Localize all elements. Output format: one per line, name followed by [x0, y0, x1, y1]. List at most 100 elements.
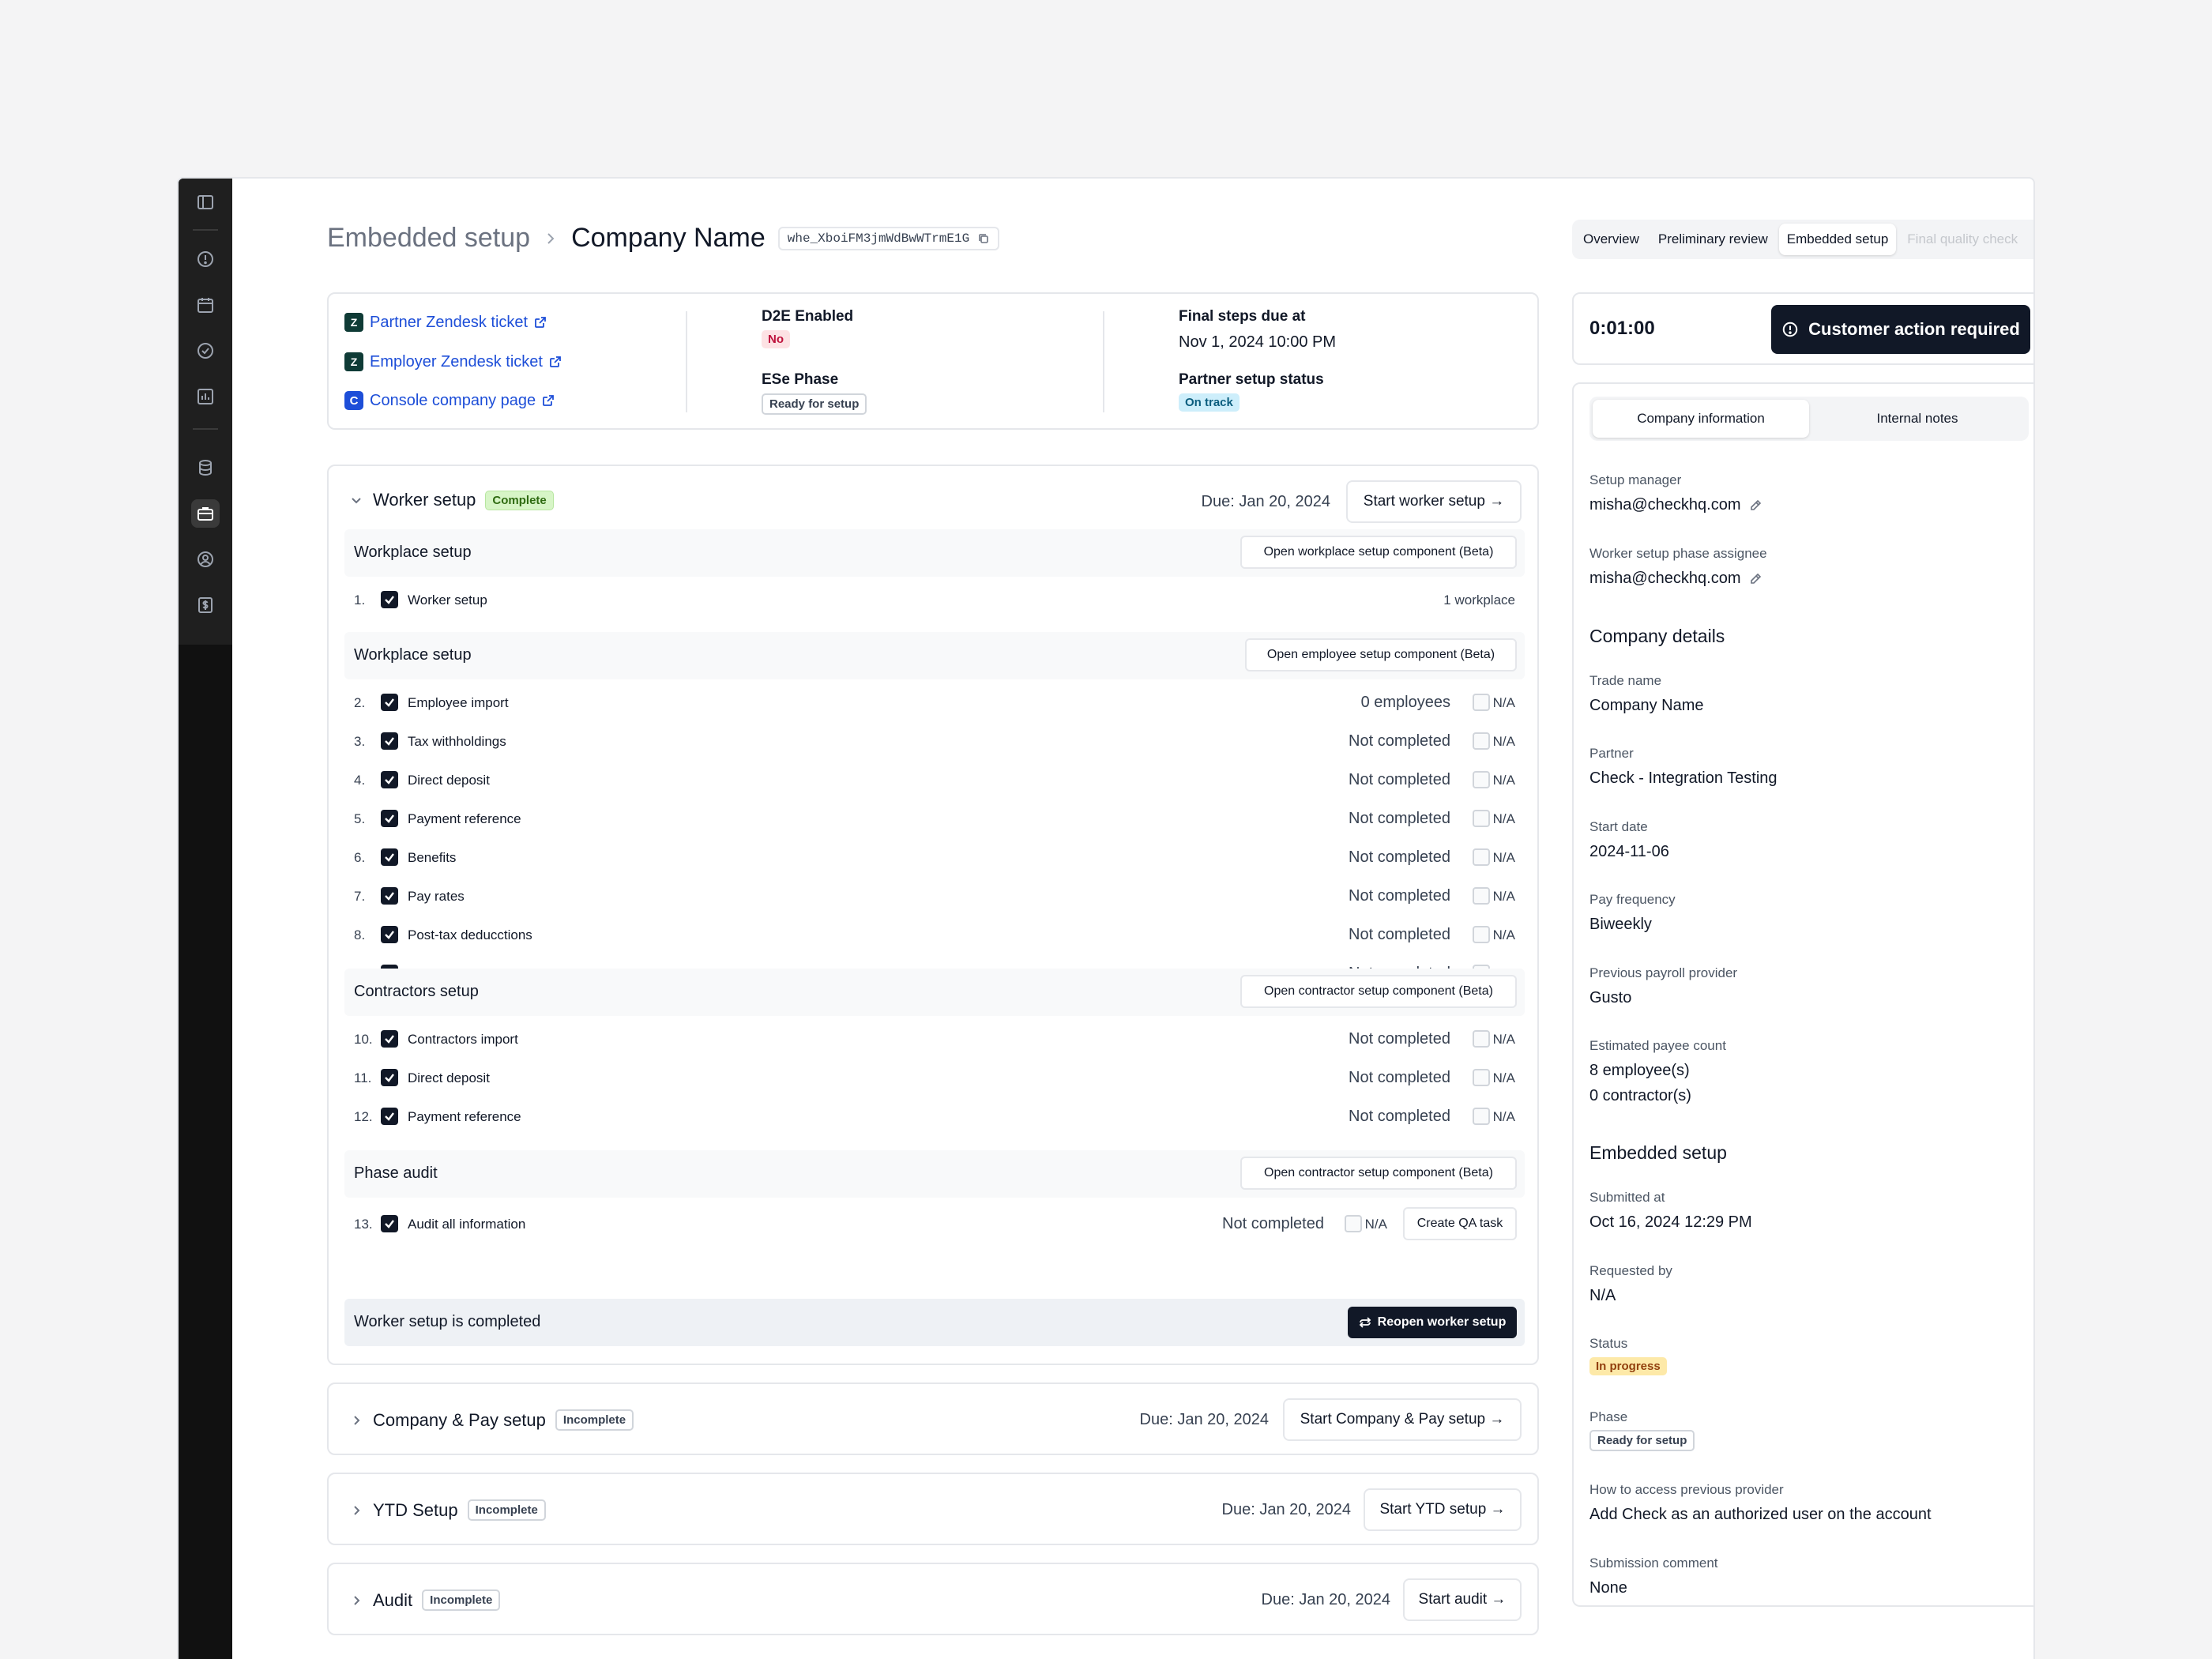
item-label: Audit all information [408, 1217, 526, 1232]
open-workplace-component-button[interactable]: Open workplace setup component (Beta) [1240, 536, 1517, 569]
chevron-down-icon[interactable] [349, 493, 363, 507]
worker-setup-title: Worker setup [373, 490, 476, 510]
setup-manager-email: misha@checkhq.com [1589, 496, 1741, 514]
chevron-right-icon[interactable] [349, 1503, 363, 1518]
employer-zendesk-link[interactable]: Z Employer Zendesk ticket [344, 352, 562, 371]
start-company-pay-setup-button[interactable]: Start Company & Pay setup → [1283, 1398, 1522, 1441]
section-header[interactable]: Audit Incomplete [349, 1589, 501, 1611]
na-checkbox[interactable] [1473, 1069, 1490, 1086]
chevron-right-icon[interactable] [349, 1593, 363, 1608]
tab-overview[interactable]: Overview [1583, 231, 1639, 246]
calendar-icon[interactable] [191, 291, 220, 319]
copy-icon[interactable] [977, 232, 990, 245]
access-value: Add Check as an authorized user on the a… [1589, 1506, 1932, 1523]
phase-tabs: Overview Preliminary review Embedded set… [1572, 220, 2033, 259]
app-window: Embedded setup Company Name whe_XboiFM3j… [177, 177, 2035, 1659]
na-label: N/A [1492, 1032, 1515, 1047]
assignee-value: misha@checkhq.com [1589, 570, 1762, 588]
checkbox[interactable] [381, 732, 398, 750]
check-circle-icon[interactable] [191, 337, 220, 365]
reopen-worker-setup-button[interactable]: Reopen worker setup [1348, 1307, 1517, 1338]
partner-label: Partner [1589, 746, 1634, 761]
chevron-right-icon[interactable] [349, 1413, 363, 1428]
section-header[interactable]: Company & Pay setup Incomplete [349, 1409, 634, 1431]
due-date: Due: Jan 20, 2024 [1261, 1591, 1390, 1608]
checkbox[interactable] [381, 810, 398, 827]
tab-company-information[interactable]: Company information [1593, 400, 1809, 438]
checkbox[interactable] [381, 887, 398, 905]
employee-setup-subsection: Workplace setup Open employee setup comp… [344, 632, 1525, 679]
start-ytd-setup-button[interactable]: Start YTD setup → [1364, 1488, 1522, 1531]
company-details-heading: Company details [1589, 626, 1725, 646]
customer-action-required-button[interactable]: Customer action required [1771, 305, 2030, 354]
partner-zendesk-label: Partner Zendesk ticket [370, 313, 529, 331]
alert-icon[interactable] [191, 245, 220, 273]
item-number: 11. [354, 1070, 372, 1085]
check-icon [385, 931, 394, 939]
phase-badge: Ready for setup [1589, 1430, 1695, 1451]
user-circle-icon[interactable] [191, 545, 220, 574]
item-label: Worker setup [408, 592, 487, 608]
na-checkbox[interactable] [1473, 1030, 1490, 1048]
pencil-icon[interactable] [1748, 572, 1762, 586]
na-checkbox[interactable] [1473, 926, 1490, 943]
checkbox[interactable] [381, 1069, 398, 1086]
swap-icon [1359, 1317, 1371, 1328]
partner-value: Check - Integration Testing [1589, 769, 1778, 787]
start-audit-button[interactable]: Start audit → [1403, 1578, 1522, 1621]
worker-setup-header[interactable]: Worker setup Complete [349, 490, 554, 510]
console-company-link[interactable]: C Console company page [344, 391, 555, 410]
na-checkbox[interactable] [1473, 848, 1490, 866]
list-item: 4. Direct deposit Not completed N/A [344, 762, 1525, 799]
external-link-icon [535, 317, 546, 328]
subsection-title: Phase audit [354, 1164, 438, 1182]
section-header[interactable]: YTD Setup Incomplete [349, 1499, 546, 1521]
item-label: Post-tax deducctions [408, 927, 532, 942]
checkbox[interactable] [381, 1030, 398, 1048]
tab-embedded-setup[interactable]: Embedded setup [1778, 224, 1897, 255]
na-checkbox[interactable] [1473, 810, 1490, 827]
na-checkbox[interactable] [1473, 887, 1490, 905]
item-status: Not completed [1349, 1030, 1450, 1048]
checkbox[interactable] [381, 1215, 398, 1232]
status-badge: Complete [485, 490, 554, 510]
section-title: Audit [373, 1589, 413, 1610]
pencil-icon[interactable] [1748, 498, 1762, 513]
dollar-icon[interactable] [191, 591, 220, 619]
company-id-chip[interactable]: whe_XboiFM3jmWdBwWTrmE1G [777, 226, 1000, 250]
open-employee-component-button[interactable]: Open employee setup component (Beta) [1245, 638, 1517, 672]
checkbox[interactable] [381, 771, 398, 788]
na-checkbox[interactable] [1345, 1215, 1362, 1232]
trade-name-label: Trade name [1589, 673, 1662, 688]
open-contractor-component-button[interactable]: Open contractor setup component (Beta) [1240, 975, 1517, 1008]
database-icon[interactable] [191, 453, 220, 482]
open-audit-component-button[interactable]: Open contractor setup component (Beta) [1240, 1157, 1517, 1190]
start-worker-setup-button[interactable]: Start worker setup → [1346, 480, 1522, 523]
item-number: 2. [354, 695, 366, 710]
create-qa-task-button[interactable]: Create QA task [1403, 1207, 1517, 1240]
briefcase-icon[interactable] [191, 499, 220, 528]
na-checkbox[interactable] [1473, 771, 1490, 788]
item-number: 12. [354, 1109, 373, 1124]
checkbox[interactable] [381, 591, 398, 608]
na-checkbox[interactable] [1473, 1108, 1490, 1125]
list-item: 2. Employee import 0 employees N/A [344, 684, 1525, 722]
checkbox[interactable] [381, 926, 398, 943]
assignee-label: Worker setup phase assignee [1589, 546, 1767, 561]
na-checkbox[interactable] [1473, 694, 1490, 711]
tab-internal-notes[interactable]: Internal notes [1876, 411, 1958, 426]
breadcrumb-parent-link[interactable]: Embedded setup [327, 223, 531, 253]
breadcrumb: Embedded setup Company Name whe_XboiFM3j… [327, 223, 1000, 254]
setup-manager-label: Setup manager [1589, 472, 1682, 487]
tab-preliminary-review[interactable]: Preliminary review [1657, 231, 1768, 246]
partner-zendesk-link[interactable]: Z Partner Zendesk ticket [344, 313, 547, 332]
assignee-email: misha@checkhq.com [1589, 570, 1741, 587]
checkbox[interactable] [381, 1108, 398, 1125]
checkbox[interactable] [381, 848, 398, 866]
chart-icon[interactable] [191, 382, 220, 411]
sidebar-toggle-icon[interactable] [191, 188, 220, 216]
checkbox[interactable] [381, 694, 398, 711]
item-number: 5. [354, 811, 366, 826]
na-checkbox[interactable] [1473, 732, 1490, 750]
final-steps-label: Final steps due at [1179, 308, 1306, 325]
